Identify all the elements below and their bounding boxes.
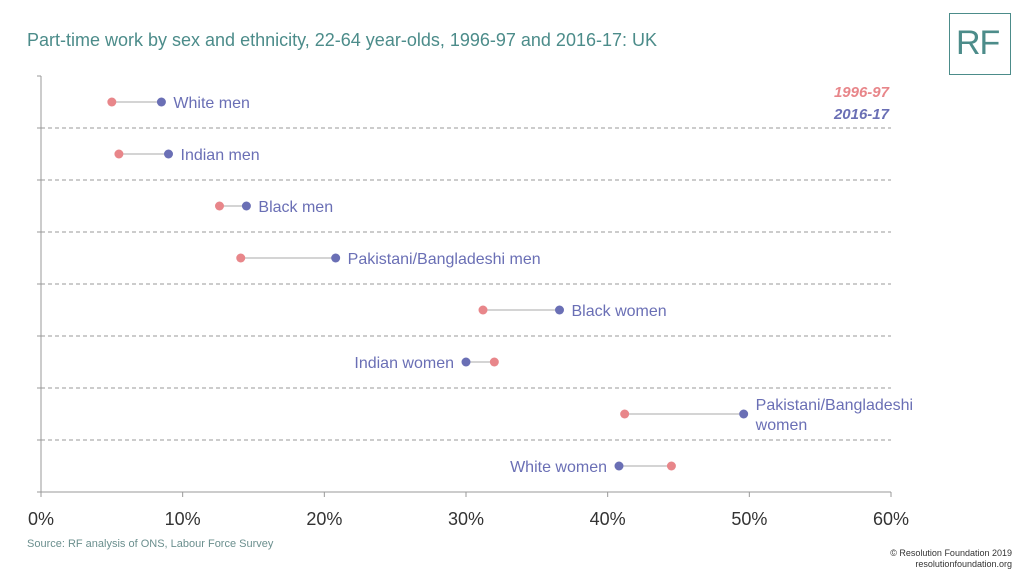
- copyright: © Resolution Foundation 2019 resolutionf…: [890, 548, 1012, 570]
- point-1996-97: [114, 149, 124, 159]
- point-1996-97: [215, 201, 224, 211]
- point-2016-17: [614, 461, 624, 471]
- x-tick-label: 30%: [448, 509, 484, 529]
- x-tick-label: 60%: [873, 509, 909, 529]
- point-2016-17: [739, 409, 749, 419]
- category-label: women: [755, 417, 808, 434]
- category-label: Indian men: [181, 147, 260, 164]
- category-label: Pakistani/Bangladeshi: [756, 397, 913, 414]
- legend-entry: 1996-97: [834, 84, 890, 101]
- x-tick-label: 10%: [165, 509, 201, 529]
- point-1996-97: [236, 253, 246, 263]
- point-2016-17: [555, 305, 564, 315]
- chart-title: Part-time work by sex and ethnicity, 22-…: [27, 30, 657, 50]
- x-tick-label: 50%: [731, 509, 767, 529]
- copyright-line2: resolutionfoundation.org: [915, 559, 1012, 569]
- category-label: Black men: [258, 199, 333, 216]
- point-1996-97: [666, 461, 676, 471]
- point-2016-17: [461, 357, 471, 367]
- source-note: Source: RF analysis of ONS, Labour Force…: [27, 538, 274, 550]
- x-tick-label: 20%: [306, 509, 342, 529]
- point-2016-17: [156, 97, 166, 107]
- point-2016-17: [241, 201, 251, 211]
- category-label: Indian women: [354, 355, 454, 372]
- legend-entry: 2016-17: [833, 106, 890, 123]
- category-label: White women: [510, 459, 607, 476]
- category-label: Pakistani/Bangladeshi men: [348, 251, 541, 268]
- point-1996-97: [478, 305, 488, 315]
- point-1996-97: [107, 97, 117, 107]
- rf-logo: RF: [949, 13, 1011, 75]
- copyright-line1: © Resolution Foundation 2019: [890, 548, 1012, 558]
- point-1996-97: [489, 357, 499, 367]
- point-1996-97: [620, 409, 630, 419]
- x-tick-label: 40%: [590, 509, 626, 529]
- category-label: Black women: [572, 303, 667, 320]
- point-2016-17: [164, 149, 173, 159]
- x-tick-label: 0%: [28, 509, 54, 529]
- point-2016-17: [331, 253, 341, 263]
- category-label: White men: [173, 95, 249, 112]
- logo-text: RF: [956, 24, 1000, 62]
